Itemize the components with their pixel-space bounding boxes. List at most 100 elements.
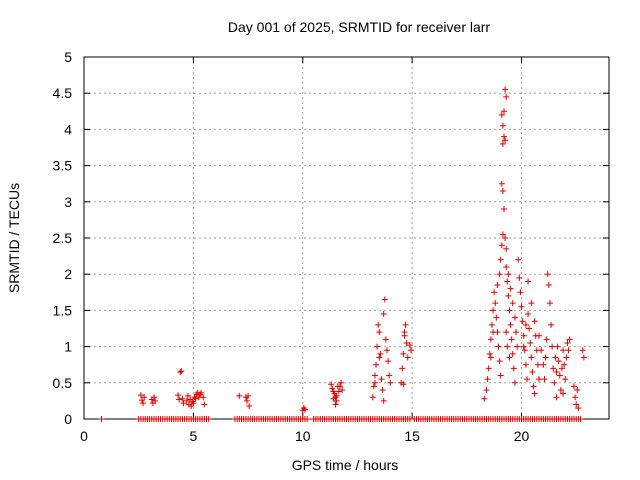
data-point xyxy=(564,339,571,346)
data-point xyxy=(497,256,504,263)
data-point xyxy=(515,256,522,263)
data-point xyxy=(328,381,335,388)
data-point xyxy=(496,271,503,278)
data-point xyxy=(509,350,516,357)
y-tick-label: 0.5 xyxy=(53,375,73,391)
data-point xyxy=(189,398,196,405)
x-tick-label: 15 xyxy=(404,428,420,444)
data-point xyxy=(540,361,547,368)
data-point xyxy=(560,347,567,354)
data-point xyxy=(531,318,538,325)
data-point xyxy=(406,342,413,349)
data-point xyxy=(523,376,530,383)
data-point xyxy=(301,406,308,413)
data-point xyxy=(501,108,507,115)
x-tick-label: 10 xyxy=(295,428,311,444)
data-point xyxy=(369,394,376,401)
data-point xyxy=(528,300,535,307)
data-point xyxy=(498,111,505,118)
y-tick-label: 1 xyxy=(64,339,72,355)
data-point xyxy=(577,416,584,422)
data-point xyxy=(519,318,526,325)
data-point xyxy=(205,416,212,422)
data-point xyxy=(503,245,510,252)
data-point xyxy=(528,354,535,361)
data-point xyxy=(236,392,243,399)
data-point xyxy=(508,336,515,343)
data-point xyxy=(198,389,205,396)
data-point xyxy=(490,307,497,314)
data-point xyxy=(502,235,509,241)
data-point xyxy=(152,397,159,404)
data-point xyxy=(565,347,572,354)
data-point xyxy=(562,376,569,383)
data-point xyxy=(175,392,182,399)
data-point xyxy=(571,383,577,390)
data-point xyxy=(402,321,409,328)
data-point xyxy=(557,387,564,394)
data-point xyxy=(553,368,560,375)
data-point xyxy=(333,397,340,404)
x-tick-labels: 0 5 10 15 20 xyxy=(80,428,529,444)
data-point xyxy=(553,394,560,401)
y-tick-label: 0 xyxy=(64,411,72,427)
data-point xyxy=(498,180,505,187)
data-point xyxy=(481,395,488,402)
data-point xyxy=(382,336,389,343)
data-point xyxy=(488,321,495,328)
data-point xyxy=(511,314,518,321)
data-point xyxy=(510,365,517,372)
data-point xyxy=(499,187,506,194)
data-point xyxy=(178,368,185,375)
data-point xyxy=(506,307,513,314)
data-point xyxy=(502,137,509,144)
data-point xyxy=(513,329,520,336)
data-point xyxy=(563,354,570,361)
data-point xyxy=(376,329,383,336)
data-point xyxy=(501,206,507,213)
data-point xyxy=(400,381,407,388)
data-point xyxy=(179,395,186,402)
data-point xyxy=(491,289,498,296)
data-point xyxy=(140,400,147,407)
y-tick-label: 5 xyxy=(64,49,72,65)
data-point xyxy=(572,394,579,401)
data-point xyxy=(192,395,199,402)
data-point xyxy=(486,350,493,357)
data-point xyxy=(514,343,521,350)
data-point xyxy=(511,379,518,386)
data-point xyxy=(487,354,494,361)
data-point xyxy=(339,387,346,394)
data-point xyxy=(503,329,510,336)
data-point xyxy=(541,376,548,383)
data-point xyxy=(330,395,337,402)
data-point xyxy=(408,347,415,354)
data-point xyxy=(536,332,542,339)
data-point xyxy=(560,390,567,397)
data-point xyxy=(399,365,406,372)
data-point xyxy=(333,392,340,399)
data-point xyxy=(504,278,511,285)
data-point xyxy=(549,343,556,350)
data-point xyxy=(387,379,394,386)
data-point xyxy=(522,321,529,328)
data-point xyxy=(503,93,510,100)
data-point xyxy=(498,242,505,249)
data-point xyxy=(554,343,561,350)
data-point xyxy=(505,292,512,299)
data-point xyxy=(496,358,503,365)
data-point xyxy=(517,289,524,296)
data-point xyxy=(380,311,387,318)
data-point xyxy=(245,392,252,399)
data-point xyxy=(141,394,148,401)
data-point xyxy=(376,354,383,361)
data-point xyxy=(329,385,336,392)
data-point xyxy=(509,300,516,307)
data-point xyxy=(304,416,311,422)
data-point xyxy=(184,392,191,399)
data-point xyxy=(201,401,208,408)
data-point xyxy=(561,361,568,368)
data-point xyxy=(332,401,339,408)
data-point xyxy=(493,314,500,321)
data-point xyxy=(383,347,390,354)
